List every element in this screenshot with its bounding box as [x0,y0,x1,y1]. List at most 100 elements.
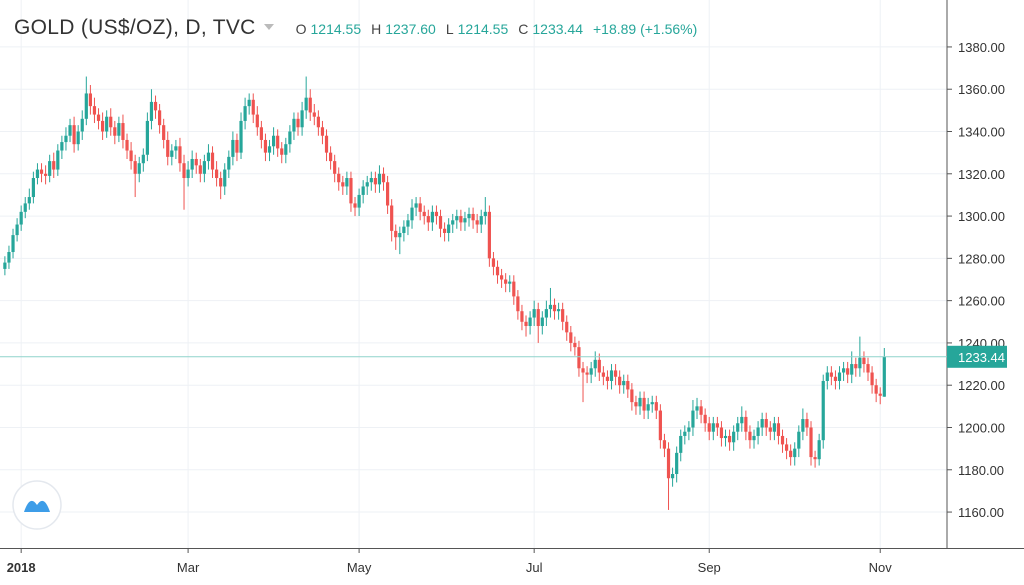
candle-body [495,266,500,276]
candle-body [263,139,268,153]
candle-body [341,182,345,187]
last-price-label: 1233.44 [958,350,1005,365]
candle-body [174,146,178,151]
candle-body [308,97,312,113]
candle-body [194,158,198,166]
candle-body [438,216,443,229]
candle-body [422,211,426,217]
x-tick-label: May [347,560,372,575]
candle-body [373,178,377,185]
candle-body [597,359,601,373]
candle-body [133,161,137,174]
candle-body [210,152,215,170]
candle-body [113,127,117,136]
candle-body [780,435,785,445]
candle-body [805,419,809,428]
candle-body [622,380,626,386]
candle-body [613,370,618,377]
candle-body [137,163,141,174]
candle-body [605,376,610,381]
field-key: C [518,21,529,37]
candle-body [280,148,284,155]
candle-body [56,150,60,170]
field-value: 1214.55 [310,21,362,37]
candle-body [789,450,793,458]
candle-body [145,120,149,155]
change: +18.89 (+1.56%) [592,21,698,37]
dropdown-caret[interactable] [263,24,274,30]
candle-body [748,431,752,441]
candle-body [634,402,638,407]
candle-body [862,357,866,365]
y-tick-label: 1200.00 [958,420,1005,435]
candle-body [707,423,711,432]
field-value: 1237.60 [385,21,436,37]
symbol-title[interactable]: GOLD (US$/OZ), D, TVC [14,16,256,39]
candle-body [679,435,683,453]
candle-body [691,410,695,428]
candle-body [556,309,561,312]
candle-body [866,364,870,373]
candle-body [536,309,540,327]
candle-body [182,163,186,179]
field-key: L [445,21,454,37]
candle-body [874,385,878,394]
candle-body [662,440,667,449]
candle-body [727,435,732,443]
candle-body [744,416,748,432]
header: GOLD (US$/OZ), D, TVC O 1214.55 H 1237.60 L 1… [14,16,707,40]
candle-body [398,232,402,238]
candle-body [300,110,304,128]
logo-icon[interactable] [24,500,50,512]
candle-body [825,372,829,381]
candle-body [699,406,703,415]
candle-body [39,169,44,174]
candle-body [447,224,451,233]
candle-body [829,372,833,377]
candle-body [520,311,524,322]
candle-body [385,182,390,206]
candle-body [390,205,394,231]
candle-body [858,357,862,369]
candle-body [451,220,455,225]
candle-body [870,372,874,386]
candle-body [479,216,483,225]
candle-body [516,296,520,312]
candle-body [80,118,84,132]
candle-body [752,435,756,441]
candle-body [105,116,109,132]
candle-body [296,118,300,128]
candle-body [271,135,276,147]
candle-body [565,321,569,333]
candle-body [23,203,27,212]
logo[interactable] [12,480,62,530]
candle-body [157,110,162,126]
candle-body [369,178,373,183]
candle-body [304,97,308,111]
y-tick-label: 1160.00 [958,505,1004,520]
y-tick-label: 1340.00 [958,125,1005,140]
candle-body [508,281,512,284]
candle-body [109,116,113,128]
candle-body [11,235,15,253]
candle-body [459,216,463,223]
field-value: 1233.44 [532,21,583,37]
candle-body [121,123,125,140]
candle-body [442,228,447,233]
candle-body [223,169,227,187]
candle-body [475,220,479,225]
candle-body [626,380,630,390]
candle-body [206,152,211,162]
candle-body [357,194,361,208]
candle-body [259,127,263,140]
candle-body [760,419,764,428]
candle-body [630,389,634,403]
candle-body [544,309,548,318]
candle-body [3,262,7,269]
candle-body [463,218,467,223]
candle-body [153,101,158,111]
candle-body [658,410,662,441]
candle-body [402,226,406,233]
